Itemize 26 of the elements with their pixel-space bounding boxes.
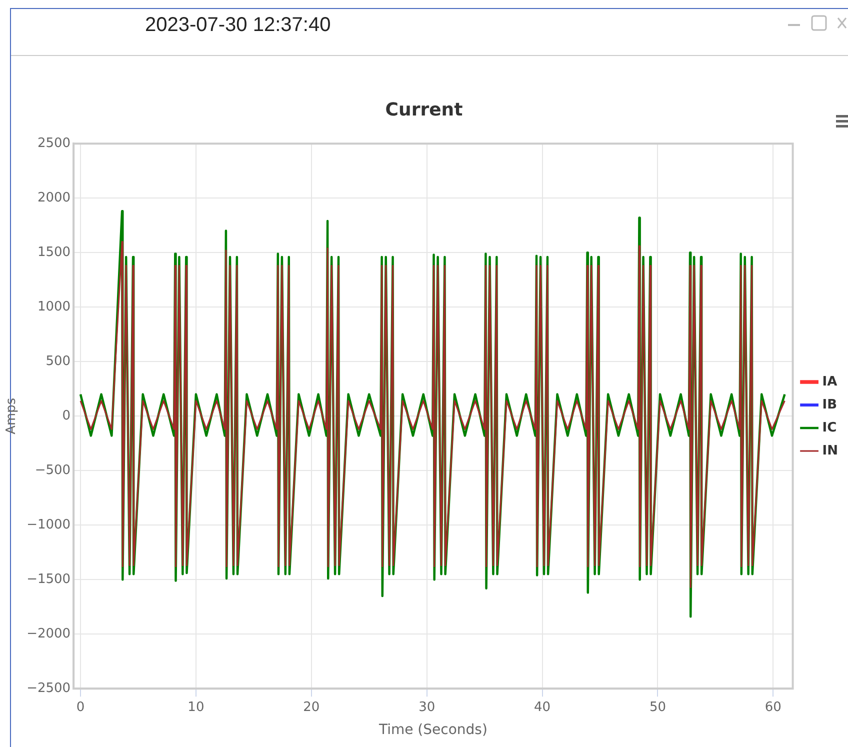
y-tick-label: −1500 — [26, 572, 71, 587]
y-tick-label: −500 — [34, 462, 71, 478]
y-tick-label: 500 — [46, 354, 71, 369]
legend-label: IB — [822, 397, 838, 412]
x-tick-label: 20 — [303, 700, 320, 715]
x-axis-title: Time (Seconds) — [378, 722, 488, 738]
y-tick-label: 1000 — [37, 299, 71, 314]
y-tick-label: 1500 — [37, 244, 71, 260]
y-tick-label: −2000 — [26, 626, 71, 642]
x-tick-label: 30 — [418, 700, 436, 715]
legend-label: IA — [822, 374, 838, 390]
y-tick-label: −1000 — [26, 517, 71, 532]
y-tick-label: 0 — [62, 408, 71, 424]
x-tick-label: 40 — [534, 700, 551, 715]
x-tick-label: 10 — [188, 700, 204, 715]
y-tick-label: −2500 — [26, 680, 71, 696]
y-tick-label: 2000 — [37, 190, 71, 206]
legend-label: IN — [822, 443, 838, 458]
text: 2023-07-30 12:37:40 — [145, 14, 331, 37]
x-tick-label: 60 — [764, 700, 782, 715]
y-tick-label: 2500 — [37, 136, 71, 151]
legend-label: IC — [822, 420, 837, 436]
x-tick-label: 0 — [76, 700, 85, 715]
chart-title: Current — [385, 99, 464, 120]
y-axis-title: Amps — [4, 398, 20, 434]
x-tick-label: 50 — [649, 700, 666, 715]
